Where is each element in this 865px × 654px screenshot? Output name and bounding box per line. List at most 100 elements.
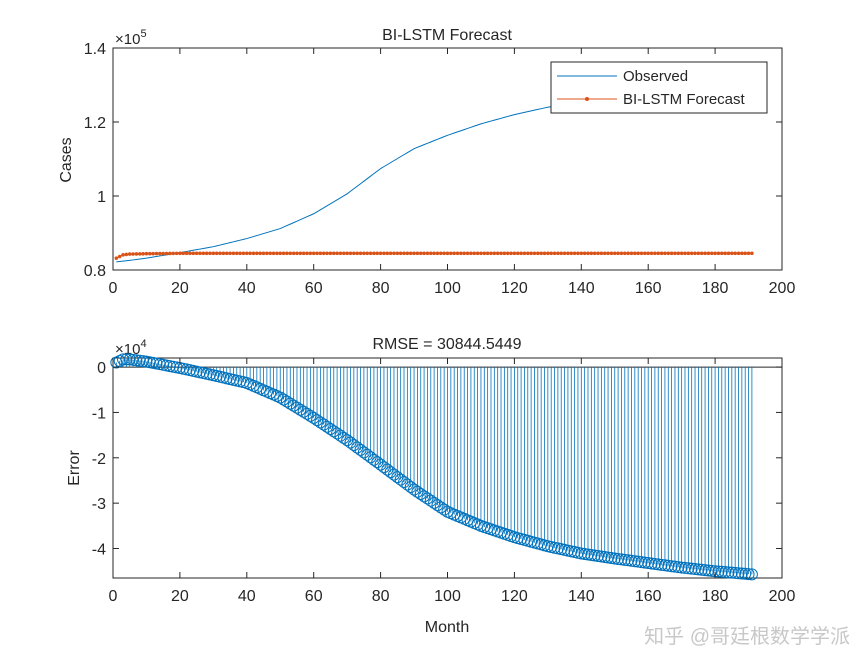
forecast-point: [251, 251, 256, 256]
x-tick-label: 100: [434, 280, 461, 297]
error-marker: [665, 560, 678, 573]
forecast-point: [335, 251, 339, 256]
x-tick-label: 40: [238, 588, 256, 605]
forecast-point: [375, 251, 380, 256]
forecast-point: [562, 251, 567, 256]
forecast-point: [626, 251, 630, 256]
error-marker: [742, 568, 755, 581]
forecast-point: [740, 251, 744, 256]
error-marker: [137, 355, 150, 368]
forecast-point: [525, 251, 530, 256]
error-marker: [719, 566, 732, 579]
bottom-ylabel: Error: [66, 450, 83, 486]
forecast-point: [208, 251, 212, 256]
forecast-point: [622, 251, 627, 256]
legend-forecast-label: BI-LSTM Forecast: [623, 91, 746, 108]
error-marker: [705, 564, 718, 577]
forecast-point: [649, 251, 654, 256]
legend-observed-label: Observed: [623, 68, 688, 85]
error-marker: [431, 499, 444, 512]
forecast-point: [372, 251, 376, 256]
error-marker: [120, 353, 133, 366]
error-marker: [434, 501, 447, 514]
forecast-point: [689, 251, 694, 256]
forecast-point: [673, 251, 677, 256]
error-marker: [658, 559, 671, 572]
error-marker: [331, 427, 344, 440]
error-marker: [652, 558, 665, 571]
forecast-point: [489, 251, 493, 256]
forecast-point: [582, 251, 587, 256]
forecast-point: [318, 251, 323, 256]
forecast-point: [385, 251, 390, 256]
forecast-point: [338, 251, 343, 256]
error-marker: [689, 563, 702, 576]
error-marker: [628, 555, 641, 568]
forecast-point: [602, 251, 607, 256]
error-marker: [745, 568, 758, 581]
error-marker: [337, 431, 350, 444]
forecast-point: [512, 251, 517, 256]
forecast-point: [552, 251, 557, 256]
forecast-point: [285, 251, 289, 256]
forecast-point: [245, 251, 249, 256]
forecast-point: [532, 251, 537, 256]
forecast-point: [663, 251, 667, 256]
forecast-point: [629, 251, 634, 256]
top-ylabel: Cases: [58, 137, 75, 182]
error-marker: [642, 557, 655, 570]
x-tick-label: 60: [305, 280, 323, 297]
x-tick-label: 120: [501, 588, 528, 605]
error-marker: [678, 561, 691, 574]
forecast-point: [679, 251, 684, 256]
forecast-point: [144, 251, 149, 256]
forecast-point: [723, 251, 727, 256]
error-marker: [301, 407, 314, 420]
forecast-point: [693, 251, 697, 256]
forecast-point: [321, 251, 326, 256]
y-tick-label: 0.8: [84, 263, 106, 280]
error-marker: [692, 563, 705, 576]
error-marker: [117, 353, 130, 366]
forecast-point: [566, 251, 570, 256]
error-marker: [602, 551, 615, 564]
forecast-point: [194, 251, 199, 256]
forecast-point: [495, 251, 500, 256]
forecast-point: [546, 251, 550, 256]
x-tick-label: 20: [171, 588, 189, 605]
forecast-point: [181, 251, 186, 256]
error-marker: [699, 564, 712, 577]
forecast-point: [612, 251, 617, 256]
forecast-point: [542, 251, 547, 256]
forecast-point: [415, 251, 420, 256]
x-tick-label: 80: [372, 280, 390, 297]
forecast-point: [398, 251, 403, 256]
forecast-point: [345, 251, 349, 256]
forecast-point: [298, 251, 303, 256]
forecast-point: [596, 251, 600, 256]
forecast-point: [539, 251, 543, 256]
forecast-point: [325, 251, 329, 256]
error-marker: [622, 554, 635, 567]
forecast-point: [659, 251, 664, 256]
forecast-point: [592, 251, 597, 256]
forecast-point: [586, 251, 590, 256]
forecast-point: [502, 251, 507, 256]
x-tick-label: 160: [635, 280, 662, 297]
error-marker: [662, 559, 675, 572]
forecast-point: [255, 251, 259, 256]
bottom-title: RMSE = 30844.5449: [373, 336, 522, 353]
forecast-point: [435, 251, 440, 256]
forecast-point: [706, 251, 711, 256]
error-marker: [317, 418, 330, 431]
forecast-point: [268, 251, 273, 256]
forecast-point: [669, 251, 674, 256]
forecast-point: [492, 251, 497, 256]
forecast-point: [218, 251, 222, 256]
forecast-point: [305, 251, 309, 256]
forecast-point: [499, 251, 503, 256]
forecast-point: [472, 251, 477, 256]
forecast-point: [422, 251, 426, 256]
forecast-point: [211, 251, 216, 256]
